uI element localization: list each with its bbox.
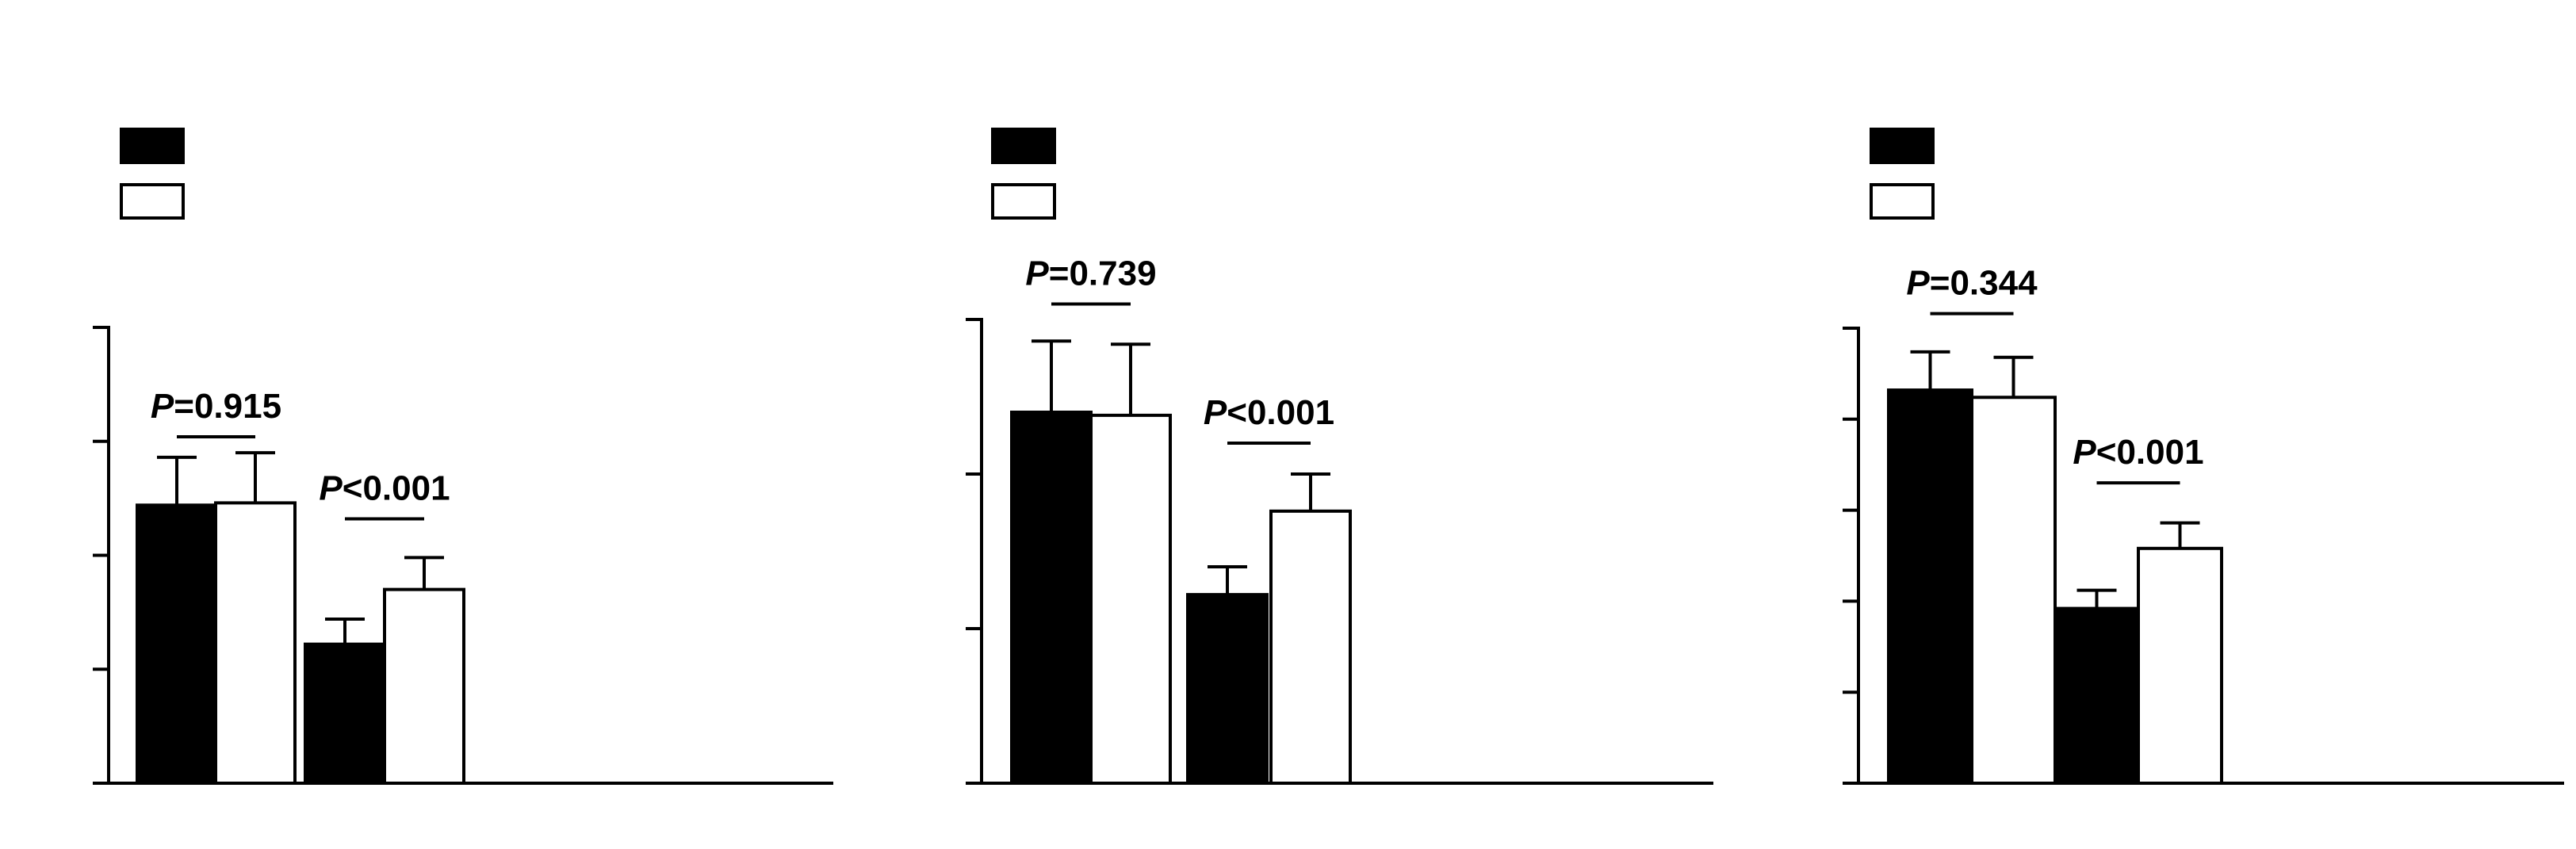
bar-study-before xyxy=(1010,411,1093,785)
p-symbol: P xyxy=(1025,254,1049,293)
p-value-text: <0.001 xyxy=(2096,433,2204,472)
p-value-text: <0.001 xyxy=(343,469,450,508)
p-value-text: =0.915 xyxy=(174,387,281,426)
p-value-text: <0.001 xyxy=(1227,393,1334,432)
bar-study-after xyxy=(1186,593,1269,785)
p-value-label: P<0.001 xyxy=(319,469,450,508)
bar-study-before xyxy=(1887,388,1973,785)
p-symbol: P xyxy=(151,387,174,426)
bar-study-after xyxy=(2054,606,2140,785)
p-value-text: =0.739 xyxy=(1049,254,1157,293)
p-value-text: =0.344 xyxy=(1930,264,2038,303)
legend-swatch xyxy=(120,183,185,220)
legend-swatch xyxy=(991,128,1056,164)
bar-control-after xyxy=(1269,509,1352,785)
bar-control-after xyxy=(383,587,465,785)
p-value-label: P=0.739 xyxy=(1025,254,1156,293)
bar-control-before xyxy=(1089,413,1172,786)
legend-swatch xyxy=(1870,183,1935,220)
bar-study-after xyxy=(304,642,386,785)
bar-control-after xyxy=(2137,546,2223,785)
p-value-label: P<0.001 xyxy=(2073,433,2203,472)
p-symbol: P xyxy=(2073,433,2096,472)
p-symbol: P xyxy=(319,469,343,508)
p-value-label: P<0.001 xyxy=(1204,393,1334,432)
bar-control-before xyxy=(214,501,297,785)
legend-swatch xyxy=(120,128,185,164)
p-symbol: P xyxy=(1204,393,1227,432)
bar-control-before xyxy=(1970,396,2057,785)
bar-study-before xyxy=(136,503,218,785)
legend-swatch xyxy=(1870,128,1935,164)
legend-swatch xyxy=(991,183,1056,220)
p-value-label: P=0.344 xyxy=(1906,264,2038,303)
p-symbol: P xyxy=(1906,264,1930,303)
p-value-label: P=0.915 xyxy=(151,387,281,426)
